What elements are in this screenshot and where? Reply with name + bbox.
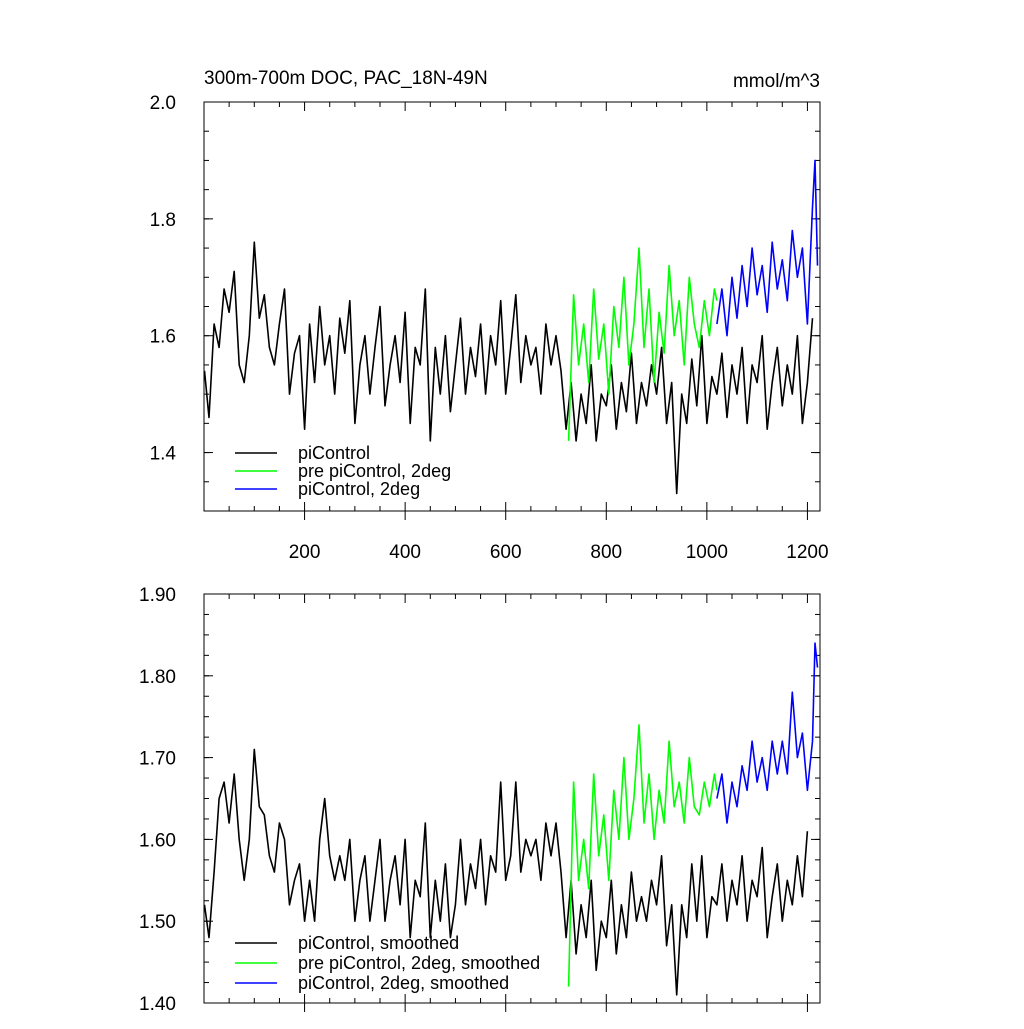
y-tick-label: 1.60 bbox=[139, 830, 176, 851]
y-tick-label: 1.6 bbox=[150, 327, 176, 348]
x-tick-label: 1200 bbox=[786, 542, 828, 563]
top-panel: 300m-700m DOC, PAC_18N-49N mmol/m^3 200 4… bbox=[150, 68, 829, 563]
y-tick-label: 2.0 bbox=[150, 93, 176, 114]
series-line-3 bbox=[716, 642, 819, 824]
series-line-2 bbox=[567, 247, 718, 441]
legend-label: piControl, 2deg bbox=[298, 479, 420, 499]
series-line-2 bbox=[567, 724, 718, 987]
y-tick-label: 1.90 bbox=[139, 585, 176, 606]
x-tick-label: 600 bbox=[490, 542, 522, 563]
x-tick-label: 400 bbox=[389, 542, 421, 563]
y-tick-label: 1.8 bbox=[150, 210, 176, 231]
legend-label: piControl bbox=[298, 443, 370, 463]
top-panel-frame bbox=[203, 101, 821, 512]
y-tick-label: 1.4 bbox=[150, 444, 177, 465]
series-line-1 bbox=[203, 241, 814, 495]
legend-label: pre piControl, 2deg bbox=[298, 461, 451, 481]
x-tick-label: 800 bbox=[590, 542, 622, 563]
bottom-panel-frame bbox=[203, 593, 821, 1004]
top-panel-units: mmol/m^3 bbox=[733, 71, 820, 92]
top-panel-series bbox=[203, 159, 819, 495]
legend-label: piControl, smoothed bbox=[298, 933, 459, 953]
series-line-3 bbox=[716, 159, 819, 337]
y-tick-label: 1.50 bbox=[139, 912, 176, 933]
y-tick-label: 1.70 bbox=[139, 749, 176, 770]
y-tick-label: 1.80 bbox=[139, 667, 176, 688]
legend-label: pre piControl, 2deg, smoothed bbox=[298, 953, 540, 973]
bottom-panel: 1.40 1.50 1.60 1.70 1.80 1.90 piControl, smoo… bbox=[139, 585, 821, 1015]
top-panel-ticks: 200 400 600 800 1000 1200 1.4 1.6 1.8 2.0 bbox=[150, 93, 829, 563]
series-line-1 bbox=[203, 748, 809, 996]
y-tick-label: 1.40 bbox=[139, 994, 176, 1015]
bottom-panel-series bbox=[203, 642, 819, 996]
top-panel-title: 300m-700m DOC, PAC_18N-49N bbox=[204, 68, 488, 89]
x-tick-label: 1000 bbox=[686, 542, 728, 563]
bottom-panel-ticks: 1.40 1.50 1.60 1.70 1.80 1.90 bbox=[139, 585, 820, 1015]
x-tick-label: 200 bbox=[289, 542, 321, 563]
legend-label: piControl, 2deg, smoothed bbox=[298, 973, 509, 993]
